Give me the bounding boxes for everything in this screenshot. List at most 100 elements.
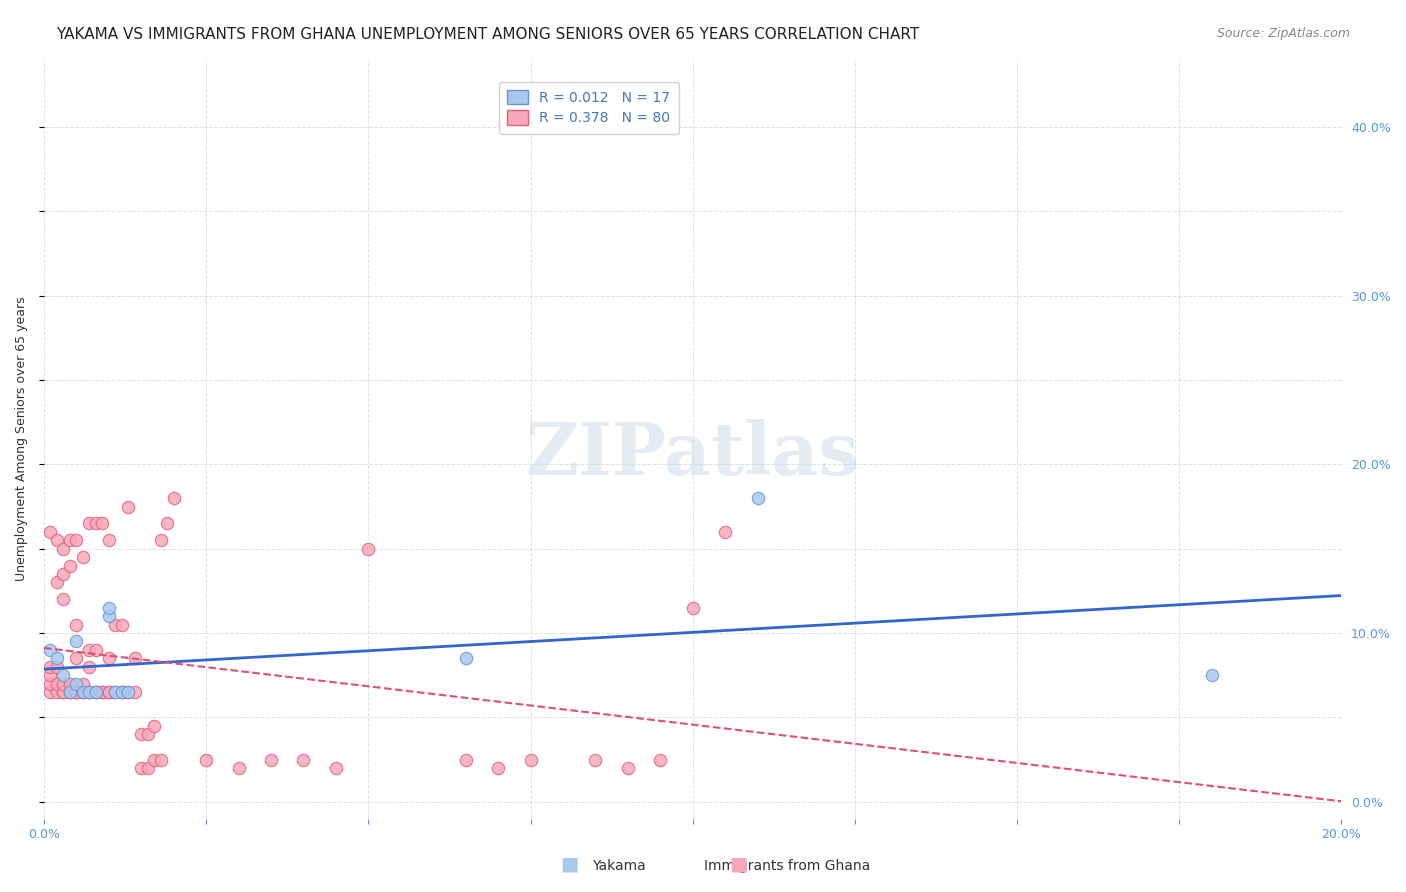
Point xyxy=(72,685,94,699)
Point xyxy=(486,761,509,775)
Point xyxy=(39,660,62,674)
Point xyxy=(1201,668,1223,682)
Point xyxy=(65,651,87,665)
Point xyxy=(79,685,101,699)
Point xyxy=(357,541,380,556)
Point xyxy=(163,491,186,505)
Text: Yakama: Yakama xyxy=(592,859,645,872)
Point xyxy=(124,651,146,665)
Point xyxy=(136,761,159,775)
Point xyxy=(46,660,69,674)
Point xyxy=(79,660,101,674)
Point xyxy=(52,668,75,682)
Point xyxy=(72,676,94,690)
Point xyxy=(91,516,114,531)
Point xyxy=(65,617,87,632)
Point xyxy=(46,685,69,699)
Point xyxy=(84,685,107,699)
Text: YAKAMA VS IMMIGRANTS FROM GHANA UNEMPLOYMENT AMONG SENIORS OVER 65 YEARS CORRELA: YAKAMA VS IMMIGRANTS FROM GHANA UNEMPLOY… xyxy=(56,27,920,42)
Point xyxy=(124,685,146,699)
Point xyxy=(747,491,769,505)
Point xyxy=(65,685,87,699)
Point xyxy=(84,516,107,531)
Point xyxy=(46,651,69,665)
Point xyxy=(97,600,120,615)
Point xyxy=(39,668,62,682)
Point xyxy=(714,524,737,539)
Point xyxy=(52,541,75,556)
Point xyxy=(104,685,127,699)
Point xyxy=(650,753,672,767)
Text: ZIPatlas: ZIPatlas xyxy=(526,418,859,490)
Legend: R = 0.012   N = 17, R = 0.378   N = 80: R = 0.012 N = 17, R = 0.378 N = 80 xyxy=(499,82,679,134)
Point xyxy=(65,634,87,648)
Point xyxy=(84,685,107,699)
Point xyxy=(52,685,75,699)
Point xyxy=(454,753,477,767)
Point xyxy=(79,685,101,699)
Point xyxy=(59,685,82,699)
Point xyxy=(91,685,114,699)
Point xyxy=(117,500,139,514)
Point xyxy=(84,643,107,657)
Point xyxy=(682,600,704,615)
Point xyxy=(583,753,606,767)
Point xyxy=(46,533,69,548)
Point xyxy=(79,643,101,657)
Text: ■: ■ xyxy=(560,855,579,873)
Point xyxy=(111,685,134,699)
Point xyxy=(65,685,87,699)
Point xyxy=(111,617,134,632)
Text: ■: ■ xyxy=(728,855,748,873)
Point xyxy=(104,617,127,632)
Y-axis label: Unemployment Among Seniors over 65 years: Unemployment Among Seniors over 65 years xyxy=(15,297,28,582)
Point xyxy=(149,753,172,767)
Text: Source: ZipAtlas.com: Source: ZipAtlas.com xyxy=(1216,27,1350,40)
Point xyxy=(195,753,218,767)
Point xyxy=(228,761,250,775)
Point xyxy=(79,685,101,699)
Point xyxy=(454,651,477,665)
Point xyxy=(72,685,94,699)
Point xyxy=(149,533,172,548)
Point xyxy=(97,533,120,548)
Point xyxy=(39,676,62,690)
Point xyxy=(156,516,179,531)
Point xyxy=(39,685,62,699)
Point xyxy=(65,533,87,548)
Point xyxy=(72,550,94,565)
Point xyxy=(143,753,166,767)
Point xyxy=(52,676,75,690)
Point xyxy=(519,753,541,767)
Point xyxy=(260,753,283,767)
Point xyxy=(52,567,75,582)
Point xyxy=(111,685,134,699)
Point xyxy=(84,685,107,699)
Point xyxy=(79,516,101,531)
Text: Immigrants from Ghana: Immigrants from Ghana xyxy=(704,859,870,872)
Point xyxy=(46,676,69,690)
Point xyxy=(72,685,94,699)
Point xyxy=(617,761,640,775)
Point xyxy=(59,676,82,690)
Point xyxy=(129,727,152,741)
Point xyxy=(65,685,87,699)
Point xyxy=(52,592,75,607)
Point xyxy=(52,685,75,699)
Point xyxy=(117,685,139,699)
Point xyxy=(97,685,120,699)
Point xyxy=(59,558,82,573)
Point xyxy=(104,685,127,699)
Point xyxy=(325,761,347,775)
Point xyxy=(59,685,82,699)
Point xyxy=(91,685,114,699)
Point xyxy=(59,685,82,699)
Point xyxy=(97,651,120,665)
Point xyxy=(143,719,166,733)
Point xyxy=(59,533,82,548)
Point xyxy=(129,761,152,775)
Point xyxy=(136,727,159,741)
Point xyxy=(39,643,62,657)
Point xyxy=(111,685,134,699)
Point xyxy=(97,609,120,624)
